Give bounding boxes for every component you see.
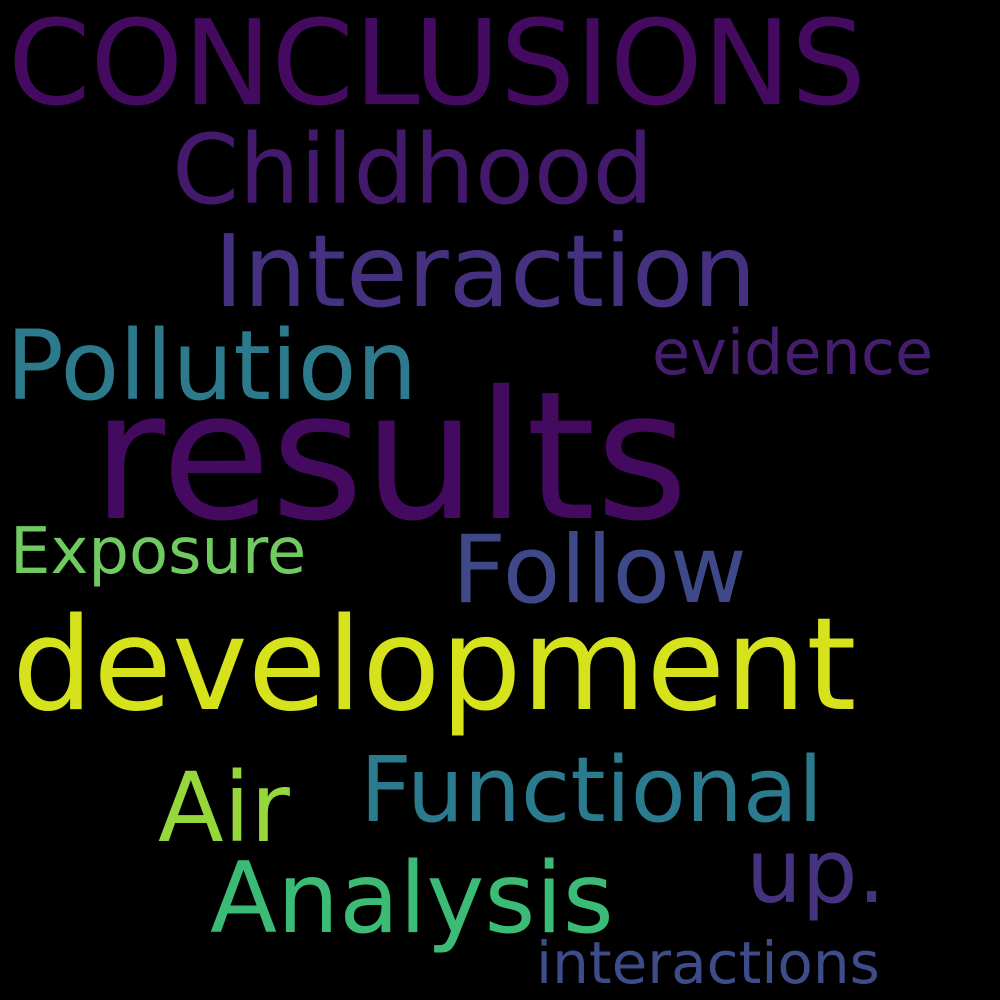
word-childhood: Childhood: [172, 114, 654, 226]
word-exposure: Exposure: [10, 515, 307, 589]
word-evidence: evidence: [652, 316, 934, 389]
word-development: development: [12, 591, 857, 740]
word-up: up.: [746, 820, 886, 923]
word-air: Air: [158, 752, 290, 864]
word-pollution: Pollution: [6, 310, 418, 422]
word-functional: Functional: [360, 738, 823, 843]
word-conclusions: CONCLUSIONS: [8, 0, 866, 132]
word-interactions: interactions: [536, 929, 880, 997]
word-interaction: Interaction: [214, 213, 757, 330]
word-follow: Follow: [452, 516, 747, 625]
word-analysis: Analysis: [210, 842, 614, 956]
word-results: results: [92, 353, 689, 560]
